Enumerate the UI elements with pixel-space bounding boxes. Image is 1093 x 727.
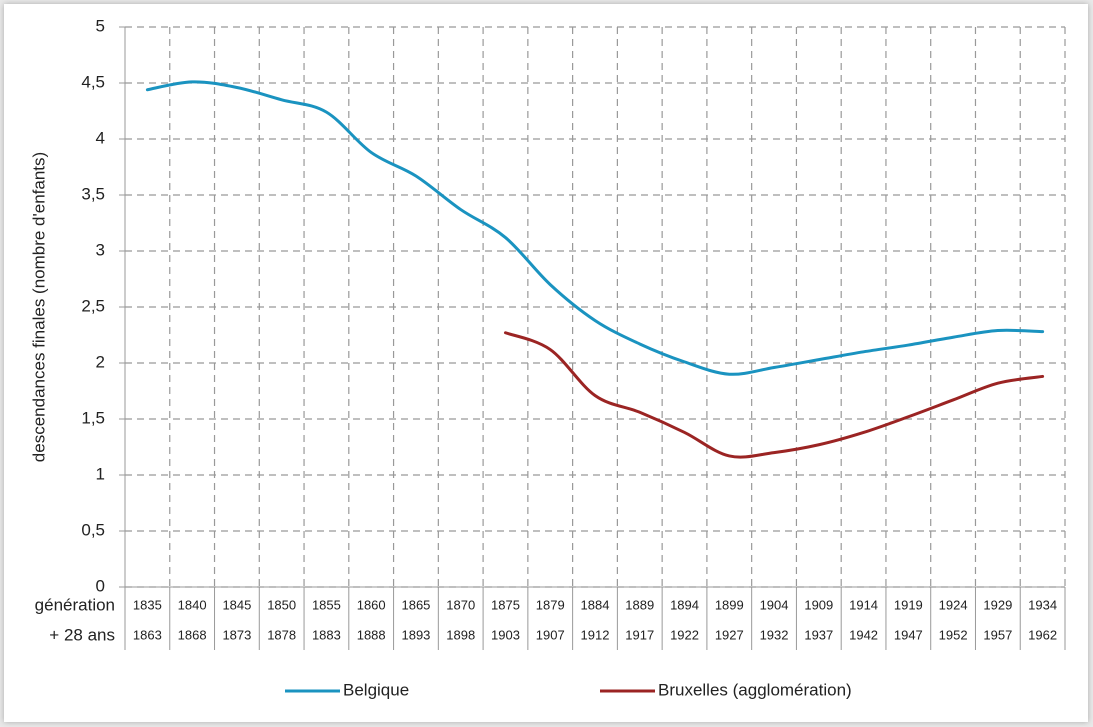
x-tick-label-secondary: 1917 bbox=[625, 627, 654, 642]
x-tick-label: 1909 bbox=[804, 597, 833, 612]
x-tick-label-secondary: 1878 bbox=[267, 627, 296, 642]
x-tick-label-secondary: 1903 bbox=[491, 627, 520, 642]
y-tick-label: 0 bbox=[96, 576, 105, 595]
x-tick-label: 1835 bbox=[133, 597, 162, 612]
y-tick-label: 0,5 bbox=[81, 520, 105, 539]
x-tick-label-secondary: 1942 bbox=[849, 627, 878, 642]
x-tick-label-secondary: 1912 bbox=[581, 627, 610, 642]
legend-label: Belgique bbox=[343, 680, 409, 699]
x-tick-label: 1879 bbox=[536, 597, 565, 612]
x-tick-label-secondary: 1883 bbox=[312, 627, 341, 642]
x-tick-label: 1889 bbox=[625, 597, 654, 612]
x-tick-label: 1860 bbox=[357, 597, 386, 612]
series-line bbox=[145, 80, 1045, 376]
x-tick-label: 1865 bbox=[401, 597, 430, 612]
y-axis-label: descendances finales (nombre d'enfants) bbox=[29, 152, 48, 462]
x-tick-label: 1894 bbox=[670, 597, 699, 612]
y-tick-label: 4 bbox=[96, 128, 105, 147]
y-tick-label: 4,5 bbox=[81, 72, 105, 91]
series-line bbox=[503, 331, 1045, 459]
x-tick-label-secondary: 1888 bbox=[357, 627, 386, 642]
x-tick-label: 1845 bbox=[222, 597, 251, 612]
x-tick-label: 1850 bbox=[267, 597, 296, 612]
x-tick-label: 1924 bbox=[939, 597, 968, 612]
legend-label: Bruxelles (agglomération) bbox=[658, 680, 852, 699]
x-tick-label: 1934 bbox=[1028, 597, 1057, 612]
y-tick-label: 3 bbox=[96, 240, 105, 259]
x-tick-label-secondary: 1937 bbox=[804, 627, 833, 642]
y-tick-label: 2 bbox=[96, 352, 105, 371]
x-tick-label: 1919 bbox=[894, 597, 923, 612]
x-tick-label-secondary: 1873 bbox=[222, 627, 251, 642]
x-tick-label: 1914 bbox=[849, 597, 878, 612]
x-tick-label-secondary: 1927 bbox=[715, 627, 744, 642]
y-tick-label: 5 bbox=[96, 16, 105, 35]
row-label: génération bbox=[35, 595, 115, 614]
x-tick-label: 1855 bbox=[312, 597, 341, 612]
x-tick-label-secondary: 1932 bbox=[760, 627, 789, 642]
x-tick-label-secondary: 1947 bbox=[894, 627, 923, 642]
x-tick-label-secondary: 1922 bbox=[670, 627, 699, 642]
x-tick-label-secondary: 1957 bbox=[983, 627, 1012, 642]
y-tick-label: 2,5 bbox=[81, 296, 105, 315]
x-tick-label-secondary: 1907 bbox=[536, 627, 565, 642]
y-tick-label: 1,5 bbox=[81, 408, 105, 427]
x-tick-label: 1870 bbox=[446, 597, 475, 612]
x-tick-label-secondary: 1962 bbox=[1028, 627, 1057, 642]
x-tick-label: 1904 bbox=[760, 597, 789, 612]
x-tick-label-secondary: 1893 bbox=[401, 627, 430, 642]
x-tick-label: 1884 bbox=[581, 597, 610, 612]
x-tick-label: 1899 bbox=[715, 597, 744, 612]
x-tick-label: 1929 bbox=[983, 597, 1012, 612]
x-tick-label: 1840 bbox=[178, 597, 207, 612]
y-tick-label: 3,5 bbox=[81, 184, 105, 203]
x-tick-label: 1875 bbox=[491, 597, 520, 612]
x-tick-label-secondary: 1868 bbox=[178, 627, 207, 642]
row-label: + 28 ans bbox=[49, 625, 115, 644]
x-tick-label-secondary: 1863 bbox=[133, 627, 162, 642]
y-tick-label: 1 bbox=[96, 464, 105, 483]
x-tick-label-secondary: 1952 bbox=[939, 627, 968, 642]
x-tick-label-secondary: 1898 bbox=[446, 627, 475, 642]
